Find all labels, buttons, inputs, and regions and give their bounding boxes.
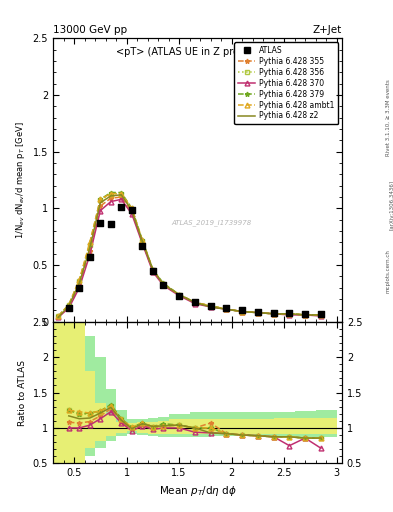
Text: Z+Jet: Z+Jet xyxy=(313,25,342,35)
Point xyxy=(76,284,83,292)
Point xyxy=(160,282,167,290)
Point xyxy=(176,291,182,300)
Point xyxy=(139,242,145,250)
Point xyxy=(87,253,93,261)
Y-axis label: 1/N$_{ev}$ dN$_{ev}$/d mean p$_T$ [GeV]: 1/N$_{ev}$ dN$_{ev}$/d mean p$_T$ [GeV] xyxy=(14,121,27,239)
Text: 13000 GeV pp: 13000 GeV pp xyxy=(53,25,127,35)
Text: ATLAS_2019_I1739978: ATLAS_2019_I1739978 xyxy=(172,219,252,226)
Point xyxy=(150,267,156,275)
Point xyxy=(129,205,135,214)
Text: Rivet 3.1.10, ≥ 3.3M events: Rivet 3.1.10, ≥ 3.3M events xyxy=(386,79,391,156)
Point xyxy=(270,309,277,317)
Legend: ATLAS, Pythia 6.428 355, Pythia 6.428 356, Pythia 6.428 370, Pythia 6.428 379, P: ATLAS, Pythia 6.428 355, Pythia 6.428 35… xyxy=(235,42,338,124)
Point xyxy=(192,298,198,307)
Text: <pT> (ATLAS UE in Z production): <pT> (ATLAS UE in Z production) xyxy=(116,47,279,57)
Point xyxy=(286,309,292,317)
Point xyxy=(66,304,72,312)
Point xyxy=(108,220,114,228)
Point xyxy=(223,304,230,312)
Text: [arXiv:1306.3436]: [arXiv:1306.3436] xyxy=(389,180,393,230)
Y-axis label: Ratio to ATLAS: Ratio to ATLAS xyxy=(18,359,27,425)
Point xyxy=(318,310,324,318)
Point xyxy=(118,203,125,211)
Point xyxy=(302,310,308,318)
Point xyxy=(239,306,245,314)
Text: mcplots.cern.ch: mcplots.cern.ch xyxy=(386,249,391,293)
Point xyxy=(208,302,214,310)
Point xyxy=(255,307,261,315)
Point xyxy=(97,219,103,227)
X-axis label: Mean $\mathit{p_T}$/d$\eta$ d$\phi$: Mean $\mathit{p_T}$/d$\eta$ d$\phi$ xyxy=(158,484,237,498)
